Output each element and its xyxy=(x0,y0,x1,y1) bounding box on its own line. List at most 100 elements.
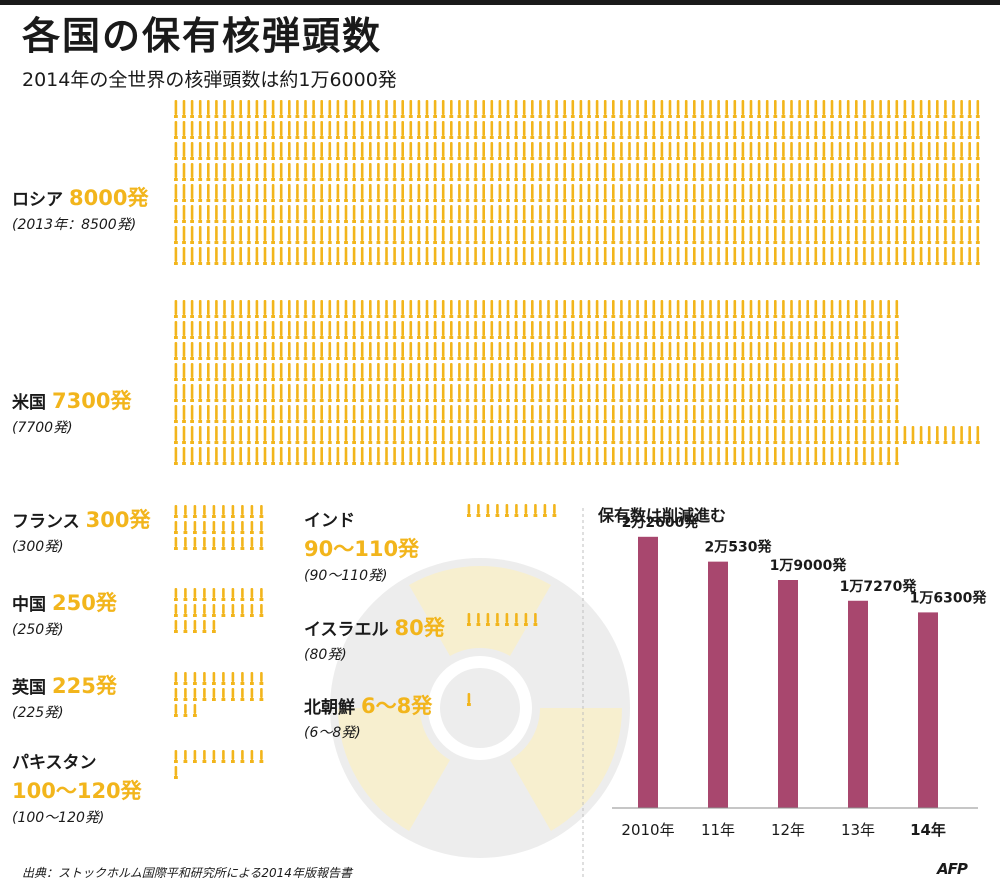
warhead-icon xyxy=(838,163,842,181)
warhead-icon xyxy=(708,142,713,160)
warhead-icon xyxy=(562,121,567,139)
warhead-icon xyxy=(465,142,470,160)
warhead-icon xyxy=(344,163,348,181)
warhead-icon xyxy=(327,121,332,139)
warhead-icon xyxy=(392,100,397,118)
warhead-icon xyxy=(619,142,624,160)
warhead-icon xyxy=(684,163,689,181)
warhead-icon xyxy=(441,142,446,160)
warhead-icon xyxy=(465,100,470,118)
warhead-icon xyxy=(255,163,259,181)
warhead-icon xyxy=(514,184,518,202)
warhead-icon xyxy=(449,142,454,160)
warhead-icon xyxy=(635,163,640,181)
warhead-icon xyxy=(554,100,559,118)
source-note: 出典：ストックホルム国際平和研究所による2014年版報告書 xyxy=(22,866,352,880)
warhead-icon xyxy=(878,121,883,139)
warhead-icon xyxy=(805,121,810,139)
warhead-icon xyxy=(668,121,672,139)
warhead-icon xyxy=(643,121,648,139)
warhead-icon xyxy=(481,142,486,160)
warhead-icon xyxy=(255,121,259,139)
warhead-icon xyxy=(263,163,267,181)
bar-value-label: 2万530発 xyxy=(705,539,773,556)
warhead-icon xyxy=(433,163,437,181)
warhead-icon xyxy=(279,121,284,139)
warhead-icon xyxy=(554,163,559,181)
warhead-icon xyxy=(676,121,680,139)
warhead-icon xyxy=(271,121,275,139)
warhead-icon xyxy=(295,121,300,139)
warhead-icon xyxy=(611,142,616,160)
warhead-icon xyxy=(570,163,575,181)
warhead-icon xyxy=(457,142,462,160)
warhead-icon xyxy=(757,100,761,118)
warhead-icon xyxy=(384,142,389,160)
warhead-icon xyxy=(676,100,680,118)
warhead-icon xyxy=(805,142,810,160)
warhead-icon xyxy=(870,121,875,139)
warhead-icon xyxy=(919,163,923,181)
warhead-icon xyxy=(214,100,219,118)
warhead-icon xyxy=(222,163,227,181)
warhead-icon xyxy=(214,184,219,202)
warhead-icon xyxy=(522,163,527,181)
warhead-icon xyxy=(870,100,875,118)
warhead-icon xyxy=(911,121,915,139)
warhead-icon xyxy=(376,163,381,181)
warhead-icon xyxy=(506,121,510,139)
warhead-icon xyxy=(263,142,267,160)
warhead-icon xyxy=(514,100,518,118)
warhead-icon xyxy=(489,184,494,202)
warhead-icon xyxy=(538,142,543,160)
warhead-icon xyxy=(627,121,632,139)
warhead-icon xyxy=(222,142,227,160)
warhead-icon xyxy=(676,163,680,181)
warhead-icon xyxy=(198,142,203,160)
warhead-icon xyxy=(238,142,243,160)
warhead-icon xyxy=(554,121,559,139)
warhead-icon xyxy=(279,163,284,181)
warhead-icon xyxy=(400,100,405,118)
warhead-icon xyxy=(894,121,899,139)
warhead-icon xyxy=(587,100,591,118)
warhead-icon xyxy=(813,163,818,181)
warhead-icon xyxy=(635,121,640,139)
warhead-icon xyxy=(830,163,834,181)
warhead-icon xyxy=(570,142,575,160)
warhead-icon xyxy=(643,100,648,118)
warhead-icon xyxy=(206,121,211,139)
warhead-icon xyxy=(433,184,437,202)
warhead-icon xyxy=(886,100,891,118)
warhead-icon xyxy=(352,184,356,202)
bar-category-label: 2010年 xyxy=(621,821,674,839)
warhead-icon xyxy=(554,142,559,160)
warhead-icon xyxy=(562,100,567,118)
warhead-icon xyxy=(830,142,834,160)
warhead-icon xyxy=(263,100,267,118)
warhead-icon xyxy=(943,100,948,118)
warhead-icon xyxy=(724,121,729,139)
warhead-icon xyxy=(579,163,583,181)
warhead-icon xyxy=(433,121,437,139)
warhead-icon xyxy=(789,142,794,160)
warhead-icon xyxy=(546,121,551,139)
page-title: 各国の保有核弾頭数 xyxy=(22,14,383,58)
warhead-icon xyxy=(400,184,405,202)
warhead-icon xyxy=(376,121,381,139)
warhead-icon xyxy=(765,163,770,181)
warhead-icon xyxy=(384,163,389,181)
bar-category-label: 11年 xyxy=(701,821,735,839)
warhead-icon xyxy=(886,142,891,160)
warhead-icon xyxy=(392,163,397,181)
warhead-icon xyxy=(206,163,211,181)
warhead-icon xyxy=(935,163,940,181)
warhead-icon xyxy=(595,121,599,139)
warhead-icon xyxy=(886,163,891,181)
warhead-icon xyxy=(919,100,923,118)
warhead-icon xyxy=(878,100,883,118)
warhead-icon xyxy=(546,163,551,181)
warhead-icon xyxy=(352,100,356,118)
warhead-icon xyxy=(530,142,535,160)
